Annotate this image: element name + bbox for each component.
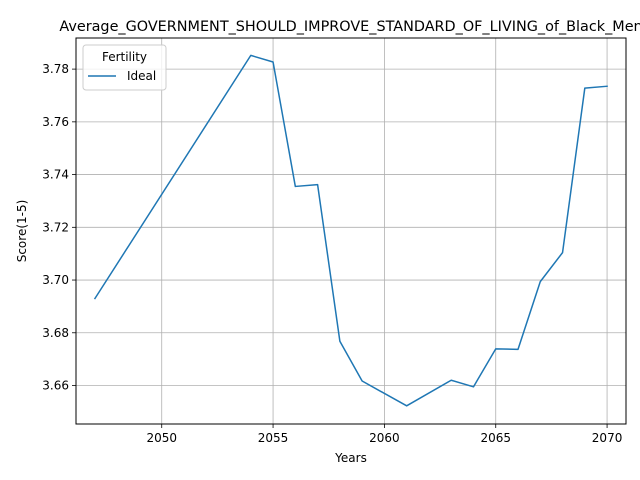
y-tick-label: 3.68 bbox=[42, 326, 69, 340]
series-layer bbox=[93, 54, 608, 407]
y-tick-label: 3.66 bbox=[42, 379, 69, 393]
y-axis-ticks: 3.66 3.68 3.70 3.72 3.74 3.76 3.78 bbox=[42, 62, 76, 393]
y-tick-label: 3.78 bbox=[42, 62, 69, 76]
x-axis-label: Years bbox=[334, 451, 367, 465]
x-axis-ticks: 2050 2055 2060 2065 2070 bbox=[146, 424, 622, 445]
chart-title: Average_GOVERNMENT_SHOULD_IMPROVE_STANDA… bbox=[59, 19, 640, 35]
grid-lines bbox=[76, 38, 626, 424]
legend-box bbox=[82, 44, 167, 91]
x-tick-label: 2070 bbox=[592, 431, 623, 445]
y-tick-label: 3.76 bbox=[42, 115, 69, 129]
legend-title: Fertility bbox=[102, 50, 147, 64]
x-tick-label: 2060 bbox=[369, 431, 400, 445]
plot-frame bbox=[75, 37, 627, 425]
y-axis-label: Score(1-5) bbox=[15, 200, 29, 263]
x-tick-label: 2050 bbox=[146, 431, 177, 445]
x-tick-label: 2065 bbox=[480, 431, 511, 445]
y-tick-label: 3.72 bbox=[42, 220, 69, 234]
series-line-ideal bbox=[93, 54, 608, 407]
y-tick-label: 3.70 bbox=[42, 273, 69, 287]
legend: Fertility Ideal bbox=[82, 44, 167, 91]
x-tick-label: 2055 bbox=[258, 431, 289, 445]
y-tick-label: 3.74 bbox=[42, 168, 69, 182]
legend-entry-ideal: Ideal bbox=[127, 69, 156, 83]
